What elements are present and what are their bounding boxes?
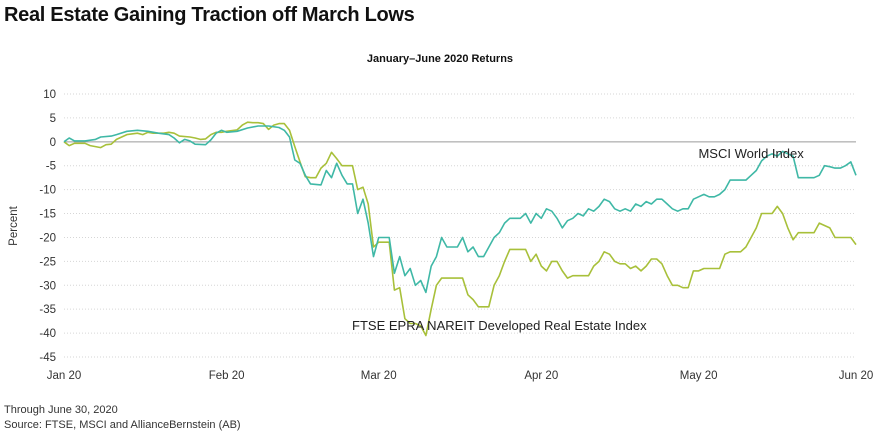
series-line-1	[63, 121, 857, 337]
x-tick-label: Jan 20	[47, 370, 82, 382]
series-line-0	[63, 125, 857, 294]
chart-subtitle: January–June 2020 Returns	[367, 53, 513, 65]
x-axis-ticks: Jan 20 Feb 20 Mar 20 Apr 20 May 20 Jun 20	[47, 370, 874, 382]
series-labels: MSCI World Index FTSE EPRA NAREIT Develop…	[352, 146, 804, 333]
series-label: FTSE EPRA NAREIT Developed Real Estate I…	[352, 318, 647, 333]
y-axis-ticks: 10 5 0 -5 -10 -15 -20 -25 -30 -35 -40 -45	[39, 89, 56, 364]
y-tick-label: 5	[50, 113, 56, 125]
y-tick-label: -25	[39, 256, 56, 268]
y-tick-label: -20	[39, 232, 56, 244]
y-tick-label: 10	[43, 89, 56, 101]
chart-title: Real Estate Gaining Traction off March L…	[4, 4, 415, 26]
footer-source: Source: FTSE, MSCI and AllianceBernstein…	[4, 419, 241, 431]
x-tick-label: Feb 20	[209, 370, 245, 382]
y-tick-label: 0	[50, 137, 56, 149]
y-tick-label: -15	[39, 209, 56, 221]
y-axis-label: Percent	[8, 205, 20, 245]
y-tick-label: -10	[39, 185, 56, 197]
x-tick-label: Mar 20	[361, 370, 397, 382]
x-tick-label: May 20	[680, 370, 718, 382]
x-tick-label: Apr 20	[524, 370, 558, 382]
series-label: MSCI World Index	[698, 146, 804, 161]
y-tick-label: -45	[39, 352, 56, 364]
footer-note: Through June 30, 2020	[4, 404, 118, 416]
series-lines	[63, 121, 857, 337]
y-tick-label: -35	[39, 304, 56, 316]
y-tick-label: -30	[39, 280, 56, 292]
x-tick-label: Jun 20	[839, 370, 874, 382]
y-tick-label: -5	[46, 161, 56, 173]
y-tick-label: -40	[39, 328, 56, 340]
gridlines	[64, 93, 856, 358]
